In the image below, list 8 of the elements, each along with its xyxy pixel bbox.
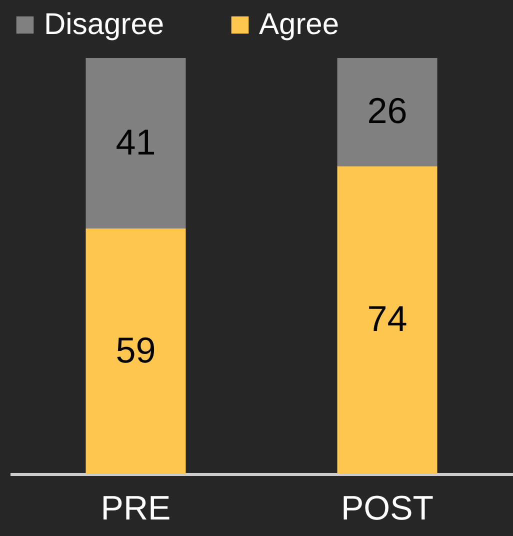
data-label: 59 xyxy=(116,329,156,370)
x-tick-label: PRE xyxy=(100,490,171,528)
x-tick-label: POST xyxy=(340,490,434,528)
data-label: 41 xyxy=(116,121,156,162)
data-label: 26 xyxy=(367,90,408,132)
data-label: 74 xyxy=(367,298,408,340)
legend-label: Disagree xyxy=(44,8,164,41)
legend-label: Agree xyxy=(259,8,340,41)
